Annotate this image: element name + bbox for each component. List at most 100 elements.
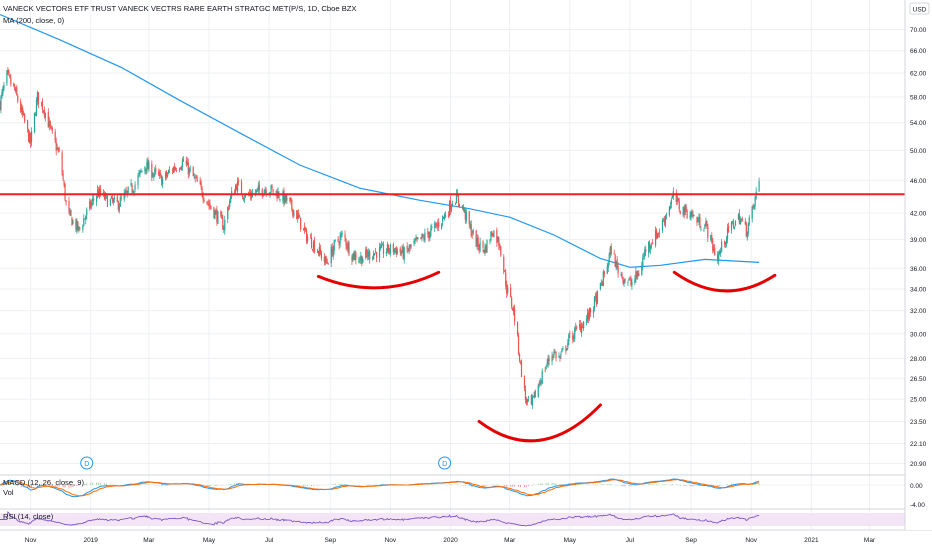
candle-body[interactable] <box>441 223 443 229</box>
candle-body[interactable] <box>188 168 190 175</box>
candle-body[interactable] <box>588 307 591 319</box>
candle-body[interactable] <box>217 211 219 224</box>
candle-body[interactable] <box>712 240 714 251</box>
candle-body[interactable] <box>340 234 342 237</box>
candle-body[interactable] <box>305 229 308 242</box>
candle-body[interactable] <box>727 225 730 233</box>
candle-body[interactable] <box>124 192 126 194</box>
candle-body[interactable] <box>48 121 50 127</box>
candle-body[interactable] <box>504 270 506 272</box>
candle-body[interactable] <box>468 211 470 225</box>
candle-body[interactable] <box>257 185 259 191</box>
candle-body[interactable] <box>10 77 12 85</box>
candle-body[interactable] <box>234 191 236 194</box>
candle-body[interactable] <box>567 342 569 348</box>
candle-body[interactable] <box>374 253 376 256</box>
candle-body[interactable] <box>15 88 17 92</box>
vol-legend[interactable]: Vol <box>3 488 14 497</box>
candle-body[interactable] <box>479 241 481 251</box>
candle-body[interactable] <box>304 226 306 231</box>
candle-body[interactable] <box>332 248 334 257</box>
rsi-line[interactable] <box>0 511 760 527</box>
candle-body[interactable] <box>455 193 458 204</box>
candle-body[interactable] <box>378 247 381 258</box>
candle-body[interactable] <box>396 249 398 255</box>
candle-body[interactable] <box>278 192 280 198</box>
candle-body[interactable] <box>27 129 30 142</box>
candle-body[interactable] <box>753 204 755 208</box>
candle-body[interactable] <box>41 100 43 111</box>
candle-body[interactable] <box>82 225 84 230</box>
candle-body[interactable] <box>206 201 208 204</box>
candle-body[interactable] <box>655 230 658 239</box>
candle-body[interactable] <box>517 335 520 354</box>
candle-body[interactable] <box>665 215 668 217</box>
candle-body[interactable] <box>720 251 722 253</box>
candle-body[interactable] <box>450 206 453 211</box>
candle-body[interactable] <box>731 220 734 222</box>
candle-body[interactable] <box>194 177 196 179</box>
candle-body[interactable] <box>303 228 305 231</box>
candle-body[interactable] <box>649 243 651 249</box>
candle-body[interactable] <box>134 184 136 190</box>
candle-body[interactable] <box>519 360 522 362</box>
candle-body[interactable] <box>137 175 139 186</box>
candle-body[interactable] <box>414 240 416 243</box>
candle-body[interactable] <box>202 195 204 200</box>
candle-body[interactable] <box>645 248 647 252</box>
candle-body[interactable] <box>36 92 39 102</box>
candle-body[interactable] <box>316 251 319 253</box>
candle-body[interactable] <box>538 383 540 385</box>
candle-body[interactable] <box>656 233 659 238</box>
candle-body[interactable] <box>507 287 509 293</box>
candle-body[interactable] <box>498 238 500 247</box>
candle-body[interactable] <box>375 252 378 258</box>
candle-body[interactable] <box>451 204 454 206</box>
candle-body[interactable] <box>159 173 161 177</box>
candle-body[interactable] <box>192 167 194 177</box>
candle-body[interactable] <box>348 242 350 256</box>
candle-body[interactable] <box>16 87 18 95</box>
candle-body[interactable] <box>126 190 128 194</box>
candle-body[interactable] <box>333 240 335 251</box>
candle-body[interactable] <box>178 169 181 171</box>
candle-body[interactable] <box>139 170 141 175</box>
candle-body[interactable] <box>408 246 410 251</box>
candle-body[interactable] <box>547 357 549 365</box>
candle-body[interactable] <box>485 245 487 253</box>
candle-body[interactable] <box>682 206 684 216</box>
candle-body[interactable] <box>104 193 107 198</box>
candle-body[interactable] <box>434 222 436 229</box>
candle-body[interactable] <box>489 240 491 242</box>
candle-body[interactable] <box>187 162 189 175</box>
candle-body[interactable] <box>112 199 114 203</box>
candle-body[interactable] <box>30 131 33 143</box>
candle-body[interactable] <box>146 162 148 173</box>
candle-body[interactable] <box>271 186 273 188</box>
candle-body[interactable] <box>752 205 754 208</box>
candle-body[interactable] <box>133 191 135 194</box>
ma200-line[interactable] <box>0 13 760 268</box>
candle-body[interactable] <box>520 360 523 378</box>
candle-body[interactable] <box>14 86 16 91</box>
candle-body[interactable] <box>652 242 654 244</box>
candle-body[interactable] <box>90 201 92 208</box>
candle-body[interactable] <box>636 271 638 277</box>
candle-body[interactable] <box>745 222 747 237</box>
candle-body[interactable] <box>684 204 686 215</box>
candle-body[interactable] <box>606 266 608 274</box>
candle-body[interactable] <box>417 237 419 239</box>
candle-body[interactable] <box>21 107 23 112</box>
candle-body[interactable] <box>613 253 615 255</box>
candle-body[interactable] <box>99 188 102 195</box>
candle-body[interactable] <box>628 279 630 281</box>
candle-body[interactable] <box>643 255 645 257</box>
candle-body[interactable] <box>160 173 162 175</box>
candle-body[interactable] <box>57 149 59 151</box>
candle-body[interactable] <box>8 70 10 75</box>
candle-body[interactable] <box>389 244 391 254</box>
candle-body[interactable] <box>339 236 341 244</box>
candle-body[interactable] <box>43 109 45 116</box>
candle-body[interactable] <box>499 246 501 248</box>
